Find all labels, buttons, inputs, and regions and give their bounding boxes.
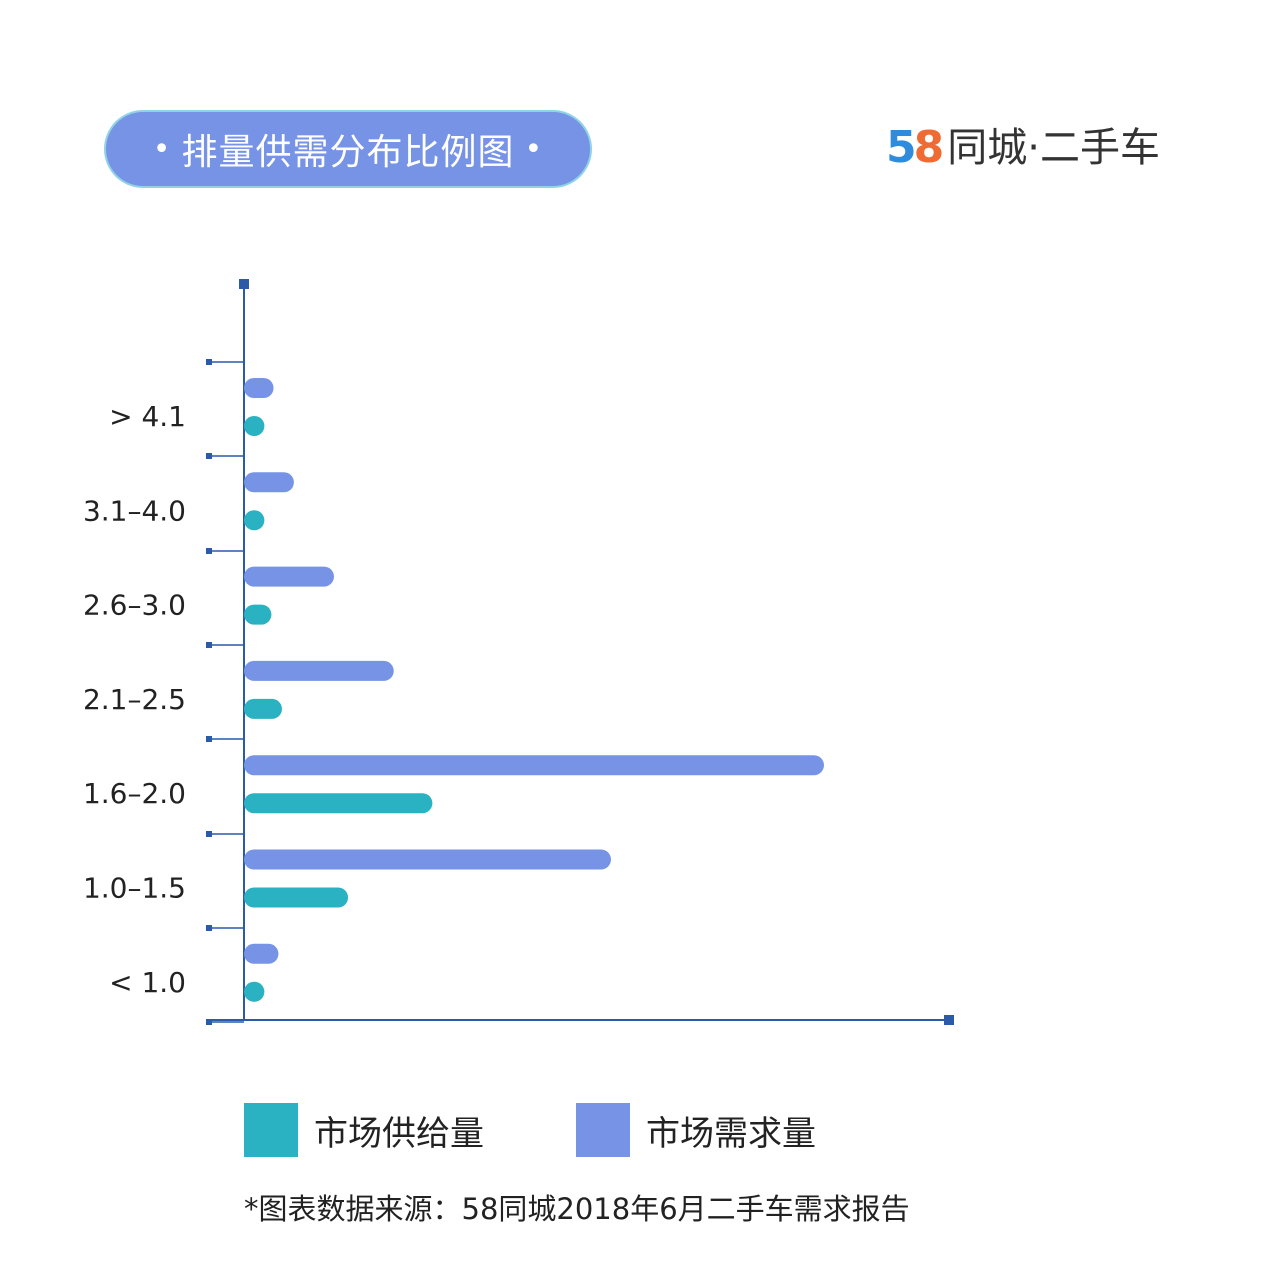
category-label: > 4.1 (109, 400, 186, 433)
logo-digit-8: 8 (913, 122, 945, 173)
logo-digit-5: 5 (886, 122, 917, 173)
y-axis-end-marker (239, 279, 249, 289)
brand-logo: 58 同城·二手车 (886, 122, 1160, 174)
legend-swatch-demand (576, 1103, 630, 1157)
legend-label-demand: 市场需求量 (646, 1113, 816, 1154)
bar-supply (244, 981, 265, 1002)
x-axis-end-marker (944, 1015, 954, 1025)
logo-number: 58 (886, 126, 944, 170)
category-label: < 1.0 (109, 966, 186, 999)
bar-demand (244, 566, 334, 587)
y-axis-tick-marker (206, 548, 212, 554)
bar-demand (244, 943, 279, 964)
category-label: 1.6–2.0 (83, 777, 186, 810)
bar-demand (244, 472, 294, 493)
y-axis-tick-marker (206, 642, 212, 648)
bar-supply (244, 510, 265, 531)
category-label: 2.6–3.0 (83, 589, 186, 622)
legend-label-supply: 市场供给量 (314, 1113, 484, 1154)
chart-bars (244, 378, 824, 1002)
bar-supply (244, 604, 272, 625)
legend-item-demand: 市场需求量 (576, 1103, 816, 1157)
title-bullet-left: • (152, 131, 172, 167)
legend-item-supply: 市场供给量 (244, 1103, 484, 1157)
chart-title: 排量供需分布比例图 (181, 132, 515, 173)
bar-demand (244, 755, 824, 776)
title-bullet-right: • (524, 131, 544, 167)
bar-supply (244, 698, 282, 719)
y-axis-tick-marker (206, 359, 212, 365)
bar-demand (244, 378, 274, 398)
chart-axes (206, 279, 954, 1025)
bar-supply (244, 416, 265, 436)
legend-swatch-supply (244, 1103, 298, 1157)
y-axis-tick-marker (206, 736, 212, 742)
data-source-note: *图表数据来源：58同城2018年6月二手车需求报告 (244, 1192, 910, 1226)
bar-supply (244, 887, 349, 908)
y-axis-tick-marker (206, 453, 212, 459)
chart-title-badge: • 排量供需分布比例图 • (106, 112, 590, 186)
bar-supply (244, 793, 433, 814)
category-label: 2.1–2.5 (83, 683, 186, 716)
y-axis-tick-marker (206, 925, 212, 931)
y-axis-tick-marker (206, 1019, 212, 1025)
bar-demand (244, 849, 611, 870)
y-axis-tick-marker (206, 831, 212, 837)
bar-demand (244, 660, 394, 681)
category-label: 3.1–4.0 (83, 494, 186, 527)
category-label: 1.0–1.5 (83, 872, 186, 905)
logo-text: 同城·二手车 (947, 125, 1160, 171)
category-labels: > 4.1 3.1–4.0 2.6–3.0 2.1–2.5 1.6–2.0 1.0–1.5… (83, 400, 186, 999)
